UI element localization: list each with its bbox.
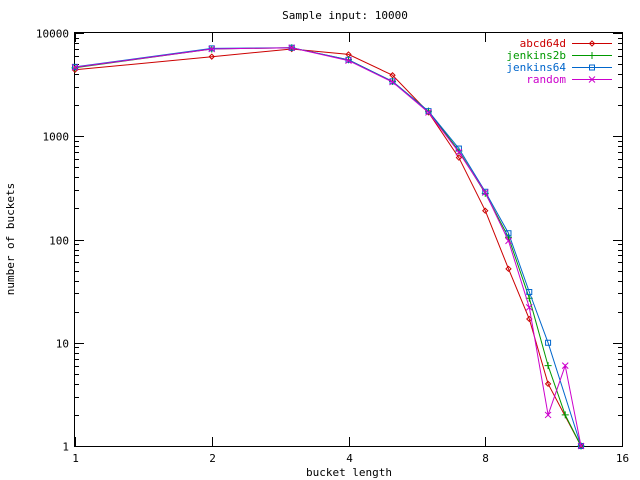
data-point-random bbox=[455, 148, 463, 156]
data-point-random bbox=[577, 442, 585, 450]
data-point-jenkins2b bbox=[561, 411, 569, 419]
legend-marker-jenkins2b bbox=[588, 52, 596, 59]
x-tick-label: 8 bbox=[482, 452, 489, 465]
x-tick-label: 16 bbox=[616, 452, 629, 465]
data-point-abcd64d bbox=[455, 154, 463, 161]
y-tick-label: 10 bbox=[56, 338, 69, 351]
data-point-jenkins64 bbox=[389, 78, 396, 85]
legend-marker-abcd64d bbox=[588, 40, 596, 47]
data-point-jenkins64 bbox=[526, 289, 533, 296]
data-point-random bbox=[345, 57, 352, 64]
data-point-random bbox=[288, 44, 296, 52]
legend-marker-jenkins64 bbox=[589, 64, 595, 71]
series-group bbox=[71, 44, 585, 450]
series-line-random bbox=[74, 47, 582, 447]
data-point-jenkins64 bbox=[208, 45, 215, 52]
axis-ticks: 1 10 100 1000 10000 1 2 4 8 16 bbox=[36, 28, 629, 466]
data-point-jenkins64 bbox=[545, 339, 552, 346]
data-point-abcd64d bbox=[544, 380, 552, 388]
legend-label-abcd64d: abcd64d bbox=[520, 37, 566, 50]
series-jenkins64 bbox=[72, 44, 585, 449]
legend-label-jenkins64: jenkins64 bbox=[506, 61, 566, 74]
y-tick-label: 1000 bbox=[43, 131, 70, 144]
data-point-jenkins64 bbox=[425, 108, 432, 115]
x-tick-label: 4 bbox=[346, 452, 353, 465]
series-abcd64d bbox=[71, 45, 585, 450]
series-random bbox=[71, 44, 585, 450]
legend-label-random: random bbox=[526, 73, 566, 86]
series-line-abcd64d bbox=[74, 48, 582, 447]
series-jenkins2b bbox=[71, 44, 585, 450]
data-point-random bbox=[71, 63, 79, 71]
data-point-random bbox=[481, 189, 489, 196]
data-point-random bbox=[505, 237, 512, 245]
x-tick-label: 1 bbox=[72, 452, 79, 465]
series-line-jenkins64 bbox=[74, 47, 582, 447]
data-point-random bbox=[561, 362, 569, 370]
data-point-jenkins64 bbox=[482, 188, 489, 195]
data-point-jenkins64 bbox=[505, 230, 512, 237]
series-line-jenkins2b bbox=[74, 47, 582, 447]
data-point-abcd64d bbox=[505, 265, 512, 273]
y-tick-label: 100 bbox=[49, 235, 69, 248]
plot-area bbox=[74, 32, 623, 447]
legend-label-jenkins2b: jenkins2b bbox=[506, 49, 566, 62]
chart-title: Sample input: 10000 bbox=[282, 9, 408, 22]
data-point-abcd64d bbox=[208, 53, 215, 60]
data-point-abcd64d bbox=[389, 72, 396, 79]
legend-marker-random bbox=[588, 76, 596, 83]
y-tick-label: 1 bbox=[62, 441, 69, 454]
data-point-jenkins2b bbox=[544, 362, 552, 370]
data-point-random bbox=[389, 78, 396, 86]
y-axis-label: number of buckets bbox=[4, 183, 17, 296]
data-point-abcd64d bbox=[482, 207, 489, 214]
data-point-jenkins64 bbox=[578, 443, 585, 449]
data-point-random bbox=[525, 304, 533, 311]
x-axis-label: bucket length bbox=[306, 466, 392, 479]
data-point-random bbox=[208, 45, 216, 53]
data-point-random bbox=[425, 109, 432, 116]
data-point-jenkins2b bbox=[504, 233, 512, 241]
x-tick-label: 2 bbox=[209, 452, 216, 465]
data-point-random bbox=[544, 411, 552, 419]
y-tick-label: 10000 bbox=[36, 28, 69, 41]
plot-frame bbox=[74, 32, 623, 447]
